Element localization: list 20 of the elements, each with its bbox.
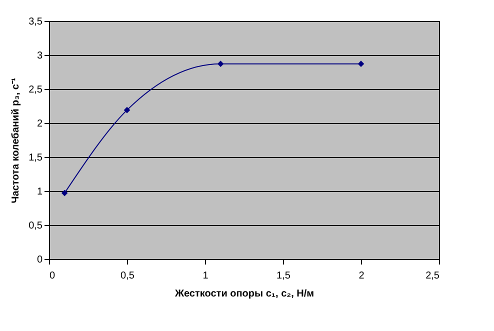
x-tick-label: 0 [50, 270, 56, 282]
y-tick-label: 0 [36, 254, 43, 266]
y-tick-label: 2 [36, 118, 43, 130]
point [61, 190, 68, 196]
y-axis-title: Частота колебаний p₃, c⁻¹ [10, 77, 22, 204]
x-tick-label: 2,5 [426, 270, 440, 282]
x-axis-title: Жесткости опоры c₁, c₂, Н/м [174, 288, 314, 300]
point [124, 106, 130, 114]
y-tick-label: 1 [36, 186, 43, 198]
point [217, 60, 224, 67]
y-tick-label: 0,5 [28, 220, 43, 232]
x-tick-label: 2 [358, 270, 365, 282]
x-tick-label: 1 [202, 270, 209, 282]
point [358, 60, 364, 67]
y-tick-label: 3 [36, 50, 43, 62]
y-tick-label: 3,5 [28, 16, 43, 28]
y-tick-label: 2,5 [28, 84, 43, 96]
x-tick-label: 0,5 [120, 270, 135, 282]
x-tick-label: 1,5 [276, 270, 291, 282]
y-tick-label: 1,5 [28, 152, 43, 164]
